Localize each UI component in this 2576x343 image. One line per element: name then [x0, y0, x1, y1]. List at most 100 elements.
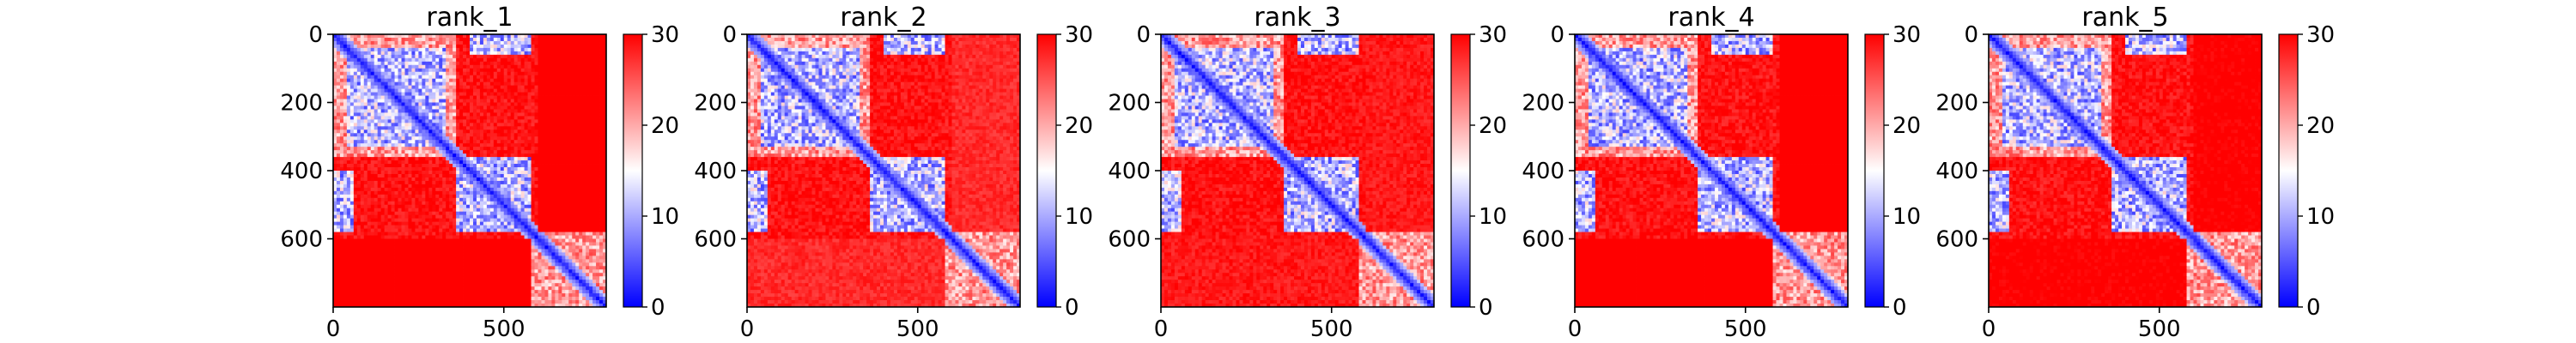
heatmap-cell — [548, 147, 552, 151]
heatmap-cell — [422, 51, 426, 56]
heatmap-cell — [596, 228, 600, 232]
heatmap-cell — [349, 177, 355, 182]
heatmap-cell — [575, 214, 580, 220]
heatmap-cell — [579, 105, 583, 110]
heatmap-cell — [592, 99, 597, 103]
heatmap-cell — [582, 126, 586, 130]
heatmap-cell — [442, 57, 447, 63]
heatmap-cell — [472, 153, 477, 158]
heatmap-cell — [425, 235, 429, 239]
heatmap-cell — [592, 51, 597, 56]
heatmap-cell — [363, 232, 368, 236]
heatmap-cell — [575, 180, 580, 185]
heatmap-cell — [513, 228, 519, 232]
heatmap-cell — [439, 129, 443, 134]
heatmap-cell — [531, 143, 535, 147]
heatmap-cell — [442, 228, 447, 232]
heatmap-cell — [446, 37, 450, 42]
heatmap-cell — [599, 64, 604, 69]
heatmap-cell — [517, 95, 522, 99]
heatmap-cell — [558, 194, 562, 199]
heatmap-cell — [380, 57, 386, 63]
heatmap-cell — [435, 136, 440, 141]
heatmap-cell — [503, 201, 508, 206]
heatmap-cell — [476, 218, 481, 223]
heatmap-cell — [360, 116, 365, 120]
heatmap-cell — [544, 204, 549, 209]
heatmap-cell — [489, 228, 495, 232]
heatmap-cell — [459, 153, 464, 158]
heatmap-cell — [489, 194, 495, 199]
heatmap-cell — [456, 167, 460, 172]
heatmap-cell — [599, 187, 604, 192]
heatmap-cell — [425, 34, 429, 39]
heatmap-cell — [510, 208, 515, 213]
heatmap-cell — [527, 153, 532, 158]
heatmap-cell — [483, 105, 488, 110]
heatmap-cell — [513, 218, 519, 223]
heatmap-cell — [391, 78, 395, 83]
heatmap-cell — [398, 211, 402, 216]
heatmap-cell — [551, 235, 556, 239]
heatmap-cell — [520, 92, 525, 96]
heatmap-cell — [380, 71, 386, 76]
heatmap-cell — [538, 126, 542, 130]
heatmap-cell — [470, 85, 474, 89]
heatmap-cell — [428, 61, 433, 66]
heatmap-cell — [470, 160, 474, 165]
heatmap-cell — [572, 44, 576, 49]
heatmap-cell — [456, 211, 460, 216]
heatmap-cell — [500, 57, 505, 63]
heatmap-cell — [603, 40, 607, 45]
heatmap-cell — [333, 61, 337, 66]
heatmap-cell — [333, 242, 337, 246]
heatmap-cell — [336, 61, 341, 66]
heatmap-cell — [513, 61, 519, 66]
heatmap-cell — [408, 105, 412, 110]
heatmap-cell — [510, 81, 515, 87]
heatmap-cell — [408, 187, 412, 192]
heatmap-cell — [387, 208, 392, 213]
heatmap-cell — [367, 95, 372, 99]
heatmap-cell — [353, 245, 358, 250]
heatmap-cell — [360, 147, 365, 151]
heatmap-cell — [387, 78, 392, 83]
heatmap-cell — [527, 119, 532, 123]
heatmap-cell — [339, 190, 344, 196]
heatmap-cell — [517, 171, 522, 175]
heatmap-cell — [589, 109, 593, 113]
heatmap-cell — [527, 225, 532, 229]
heatmap-cell — [394, 99, 398, 103]
heatmap-cell — [442, 99, 447, 103]
heatmap-cell — [449, 147, 453, 151]
heatmap-cell — [349, 197, 355, 202]
heatmap-cell — [353, 64, 358, 69]
heatmap-cell — [411, 153, 416, 158]
heatmap-cell — [391, 150, 395, 154]
heatmap-cell — [394, 147, 398, 151]
heatmap-cell — [453, 235, 457, 239]
heatmap-cell — [377, 208, 382, 213]
heatmap-cell — [517, 201, 522, 206]
heatmap-cell — [422, 95, 426, 99]
heatmap-cell — [442, 51, 447, 56]
heatmap-cell — [493, 238, 498, 243]
heatmap-cell — [544, 47, 549, 52]
heatmap-cell — [404, 85, 409, 89]
heatmap-cell — [360, 51, 365, 56]
heatmap-cell — [493, 68, 498, 73]
heatmap-cell — [534, 238, 538, 243]
heatmap-cell — [333, 235, 337, 239]
heatmap-cell — [586, 85, 590, 89]
heatmap-cell — [503, 81, 508, 87]
heatmap-cell — [538, 184, 542, 189]
heatmap-cell — [472, 57, 477, 63]
heatmap-cell — [592, 171, 597, 175]
heatmap-cell — [596, 218, 600, 223]
heatmap-cell — [575, 133, 580, 137]
heatmap-cell — [520, 37, 525, 42]
heatmap-cell — [575, 109, 580, 113]
heatmap-cell — [558, 136, 562, 141]
heatmap-cell — [449, 61, 453, 66]
heatmap-cell — [568, 116, 573, 120]
